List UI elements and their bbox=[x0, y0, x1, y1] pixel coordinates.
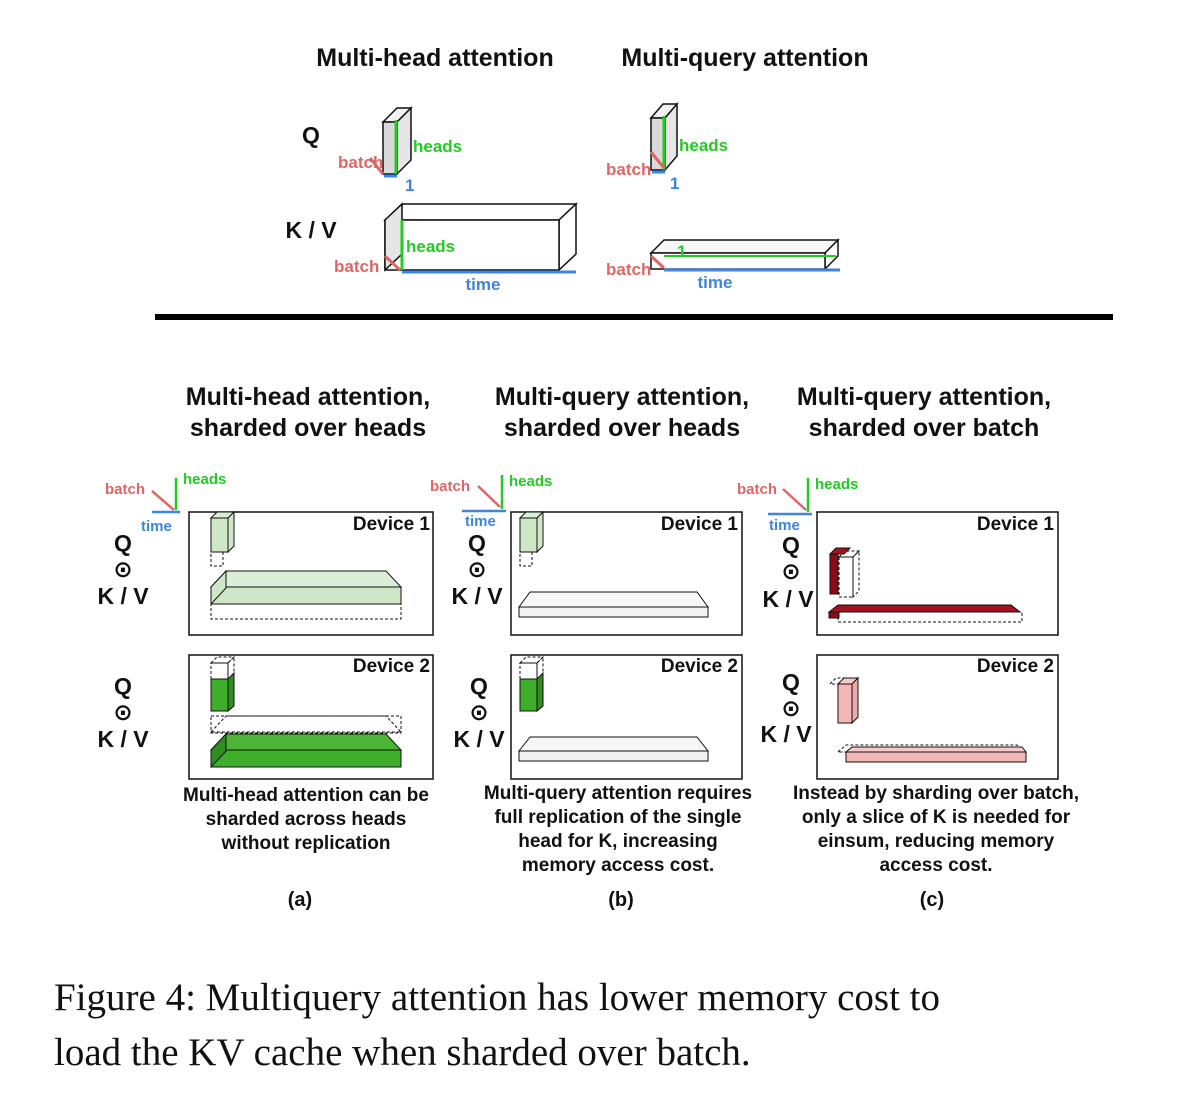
mqa-kv-time-label: time bbox=[698, 273, 733, 292]
panel-b-d2-q: Q bbox=[470, 673, 488, 699]
panel-b-d2-odot: ⊙ bbox=[469, 699, 488, 725]
panel-b-d1-q-tensor bbox=[518, 510, 545, 567]
panel-b-d1-q: Q bbox=[468, 530, 486, 556]
panel-b-axis-batch: batch bbox=[430, 478, 470, 495]
panel-a-title-1: Multi-head attention, bbox=[186, 383, 430, 411]
panel-a-d2-q-tensor bbox=[209, 655, 236, 713]
panel-c-device2-label: Device 2 bbox=[977, 656, 1054, 677]
panel-c-title-2: sharded over batch bbox=[809, 414, 1040, 442]
panel-c-device1-box bbox=[816, 511, 1059, 636]
panel-a-axis-time: time bbox=[141, 518, 172, 535]
panel-b-caption-3: head for K, increasing bbox=[518, 831, 718, 852]
panel-a-axis-glyph bbox=[151, 478, 180, 514]
panel-c-d1-kv-tensor bbox=[827, 604, 1023, 623]
panel-a-device2-label: Device 2 bbox=[353, 656, 430, 677]
panel-b-axis-heads: heads bbox=[509, 473, 552, 490]
panel-b-device1-label: Device 1 bbox=[661, 514, 739, 535]
mha-kv-time-label: time bbox=[466, 275, 501, 294]
panel-b-device2-label: Device 2 bbox=[661, 656, 738, 677]
panel-a-axis-heads: heads bbox=[183, 471, 226, 488]
panel-a-d1-kv-tensor bbox=[209, 569, 403, 620]
section-divider bbox=[155, 314, 1113, 320]
panel-b-title-2: sharded over heads bbox=[504, 414, 740, 442]
mqa-q-tensor bbox=[649, 101, 679, 174]
mha-q-one-label: 1 bbox=[405, 176, 414, 195]
panel-b-d1-odot: ⊙ bbox=[467, 556, 486, 582]
mqa-kv-batch-label: batch bbox=[606, 260, 651, 279]
panel-a-d1-q: Q bbox=[114, 530, 132, 556]
panel-b-sublabel: (b) bbox=[608, 889, 634, 911]
panel-b-d1-kv: K / V bbox=[451, 583, 503, 609]
panel-c-axis-glyph bbox=[768, 478, 812, 516]
panel-a-d2-q: Q bbox=[114, 673, 132, 699]
mha-kv-tensor bbox=[383, 202, 578, 274]
panel-a-d1-odot: ⊙ bbox=[113, 556, 132, 582]
panel-a-caption-1: Multi-head attention can be bbox=[183, 785, 429, 806]
mha-kv-heads-label: heads bbox=[406, 237, 455, 256]
panel-a-d1-q-tensor bbox=[209, 510, 236, 567]
panel-b-caption-4: memory access cost. bbox=[522, 855, 714, 876]
panel-c-sublabel: (c) bbox=[920, 889, 944, 911]
panel-b-caption-1: Multi-query attention requires bbox=[484, 783, 752, 804]
panel-a: batch heads time Device 1 Device 2 bbox=[97, 471, 434, 911]
panel-a-title-2: sharded over heads bbox=[190, 414, 426, 442]
panel-b-d2-kv: K / V bbox=[453, 726, 505, 752]
panel-b-d1-kv-tensor bbox=[518, 591, 709, 618]
panel-b-axis-time: time bbox=[465, 513, 496, 530]
top-q-label: Q bbox=[302, 122, 320, 148]
panel-c-d2-q-tensor bbox=[828, 676, 860, 725]
mqa-kv-tensor bbox=[649, 238, 840, 272]
panel-a-caption-3: without replication bbox=[221, 833, 391, 854]
panel-a-d2-kv-tensor bbox=[209, 715, 403, 769]
panel-b-axis-glyph bbox=[462, 475, 506, 513]
panel-b-d2-q-tensor bbox=[518, 655, 545, 713]
mqa-q-heads-label: heads bbox=[679, 136, 728, 155]
panel-b-d2-kv-tensor bbox=[517, 736, 710, 762]
mqa-q-one-label: 1 bbox=[670, 174, 679, 193]
mqa-kv-one-label: 1 bbox=[677, 242, 686, 261]
panel-c: batch heads time Device 1 Device 2 bbox=[737, 476, 1079, 911]
mha-q-tensor bbox=[368, 106, 413, 178]
panel-c-title-1: Multi-query attention, bbox=[797, 383, 1051, 411]
panel-c-caption-4: access cost. bbox=[879, 855, 992, 876]
panel-b-title-1: Multi-query attention, bbox=[495, 383, 749, 411]
panel-c-d1-q: Q bbox=[782, 532, 800, 558]
panel-c-caption-3: einsum, reducing memory bbox=[818, 831, 1055, 852]
panel-a-axis-batch: batch bbox=[105, 481, 145, 498]
panel-a-device1-label: Device 1 bbox=[353, 514, 431, 535]
panel-b-caption-2: full replication of the single bbox=[494, 807, 741, 828]
panel-c-d2-q: Q bbox=[782, 669, 800, 695]
panel-b: batch heads time Device 1 Device 2 Q bbox=[430, 473, 752, 911]
panel-c-axis-heads: heads bbox=[815, 476, 858, 493]
mha-title: Multi-head attention bbox=[316, 44, 553, 72]
panel-c-caption-1: Instead by sharding over batch, bbox=[793, 783, 1079, 804]
mha-kv-batch-label: batch bbox=[334, 257, 379, 276]
top-kv-label: K / V bbox=[285, 217, 337, 243]
panel-a-d2-odot: ⊙ bbox=[113, 699, 132, 725]
panel-a-caption-2: sharded across heads bbox=[206, 809, 407, 830]
panel-c-caption-2: only a slice of K is needed for bbox=[802, 807, 1071, 828]
figure-caption-line-2: load the KV cache when sharded over batc… bbox=[54, 1031, 751, 1074]
mqa-title: Multi-query attention bbox=[621, 44, 868, 72]
panel-a-d2-kv: K / V bbox=[97, 726, 149, 752]
panel-c-axis-batch: batch bbox=[737, 481, 777, 498]
panel-c-d1-kv: K / V bbox=[762, 586, 814, 612]
panel-c-d2-kv: K / V bbox=[760, 721, 812, 747]
panel-c-d1-q-tensor bbox=[828, 547, 861, 599]
panel-c-d2-kv-tensor bbox=[836, 744, 1028, 763]
mqa-q-batch-label: batch bbox=[606, 160, 651, 179]
mha-q-batch-label: batch bbox=[338, 153, 383, 172]
panel-c-axis-time: time bbox=[769, 517, 800, 534]
panel-c-d2-odot: ⊙ bbox=[781, 695, 800, 721]
mha-q-heads-label: heads bbox=[413, 137, 462, 156]
panel-a-sublabel: (a) bbox=[288, 889, 312, 911]
panel-a-d1-kv: K / V bbox=[97, 583, 149, 609]
panel-c-device1-label: Device 1 bbox=[977, 514, 1055, 535]
figure-caption-line-1: Figure 4: Multiquery attention has lower… bbox=[54, 976, 940, 1019]
panel-c-d1-odot: ⊙ bbox=[781, 558, 800, 584]
